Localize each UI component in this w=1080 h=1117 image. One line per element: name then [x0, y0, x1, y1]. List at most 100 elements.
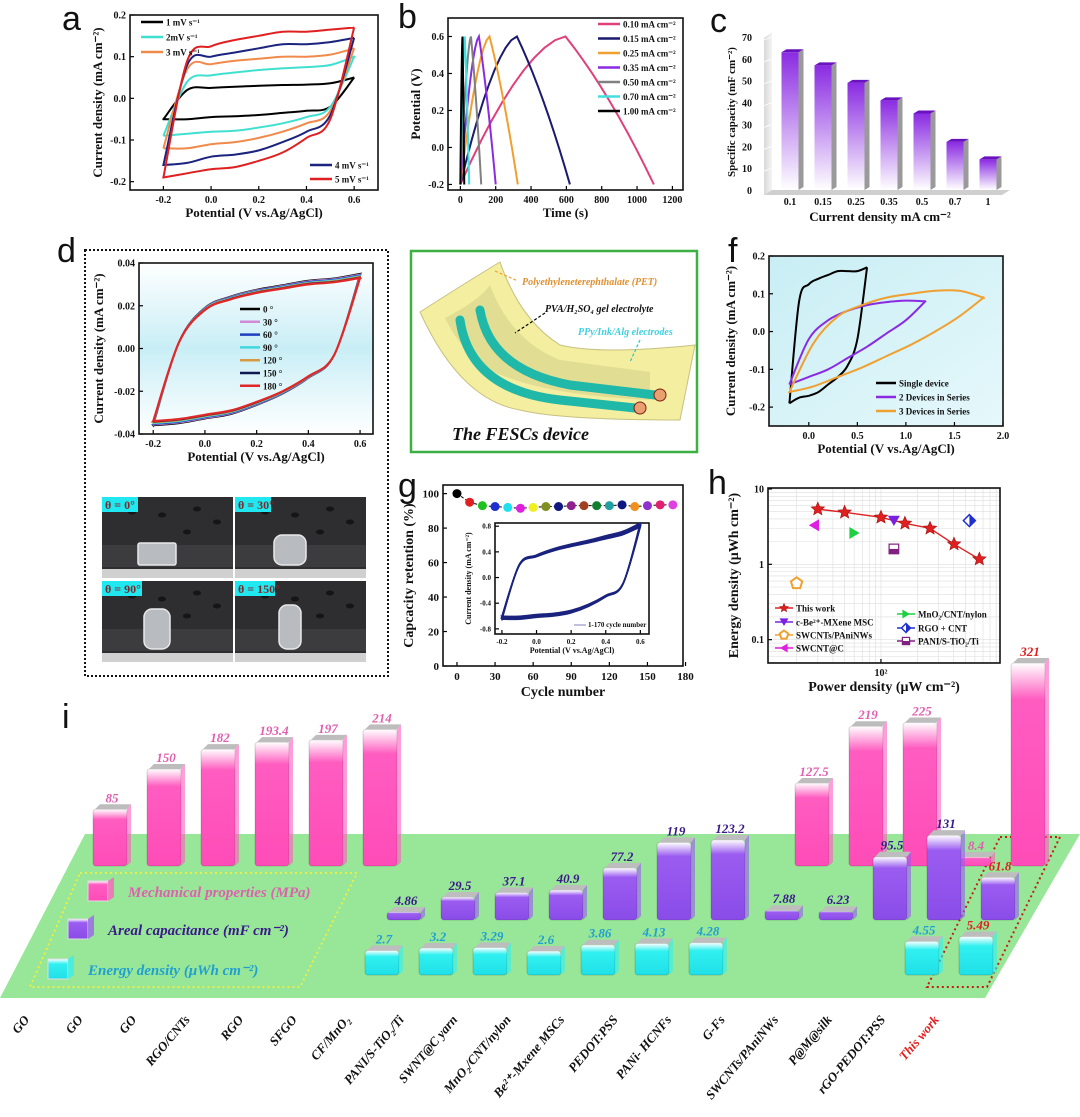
x-axis-label: Potential (V vs.Ag/AgCl) [187, 449, 324, 464]
x-tick-label: 0.15 [814, 197, 832, 208]
bar-top [605, 862, 641, 868]
wire-end [653, 388, 667, 402]
cv-curve-2 [787, 289, 986, 393]
y-tick-label: 0.2 [432, 106, 445, 117]
stage-hole [291, 512, 299, 518]
bar-side [669, 938, 673, 975]
grid-line [763, 58, 773, 63]
bar-side [798, 49, 804, 190]
square-fill [889, 548, 899, 554]
panel-e-device-schematic: Polyethyleneterephthalate (PET) PVA/H₂SO₄… [409, 249, 699, 454]
device-caption: The FESCs device [452, 424, 589, 444]
photo-tile: θ = 30° [235, 497, 366, 578]
bar-top [475, 942, 511, 948]
x-tick-label: 120 [601, 671, 618, 683]
y-tick-label: 1 [759, 560, 764, 571]
bar-top [821, 906, 857, 912]
ruler [102, 569, 233, 578]
x-tick-label: 0.0 [532, 638, 541, 646]
star-marker [873, 509, 889, 524]
angle-label: θ = 150° [238, 582, 280, 596]
x-tick-label: -0.2 [496, 638, 508, 646]
legend-label: Energy density (μWh cm⁻²) [87, 963, 258, 979]
y-axis-label: Energy density (μWh cm⁻²) [727, 492, 742, 658]
y-tick-label: 0.1 [114, 52, 127, 63]
bar-value-label: 127.5 [799, 764, 829, 779]
star-marker [778, 602, 790, 613]
angle-label: θ = 30° [238, 498, 274, 512]
bar-side [961, 830, 965, 920]
pentagon-marker [778, 629, 790, 640]
bar-side [637, 862, 641, 920]
x-tick-label: 0 [454, 671, 460, 683]
bar-top [929, 830, 965, 836]
triangle-left-marker [780, 643, 788, 653]
plot-frame [494, 522, 650, 635]
retention-point [541, 502, 551, 512]
y-tick-label: 60 [428, 557, 440, 569]
category-label: G-Fs [699, 1012, 728, 1043]
bar-top [851, 721, 887, 727]
retention-point [604, 501, 614, 511]
stage-hole [193, 590, 201, 596]
y-tick-label: 10 [742, 164, 752, 175]
bar [814, 65, 832, 190]
x-tick-label: 180 [677, 671, 694, 683]
y-tick-label: 40 [428, 592, 440, 604]
x-tick-label: 0.7 [949, 197, 962, 208]
bar [364, 950, 400, 976]
bar-value-label: 6.23 [827, 892, 850, 907]
bar-value-label: 3.86 [588, 926, 612, 941]
ruler [235, 569, 366, 578]
bar-side [883, 721, 887, 866]
panel-label-c: c [710, 2, 727, 40]
bar [781, 52, 799, 190]
x-tick-label: 1200 [662, 195, 682, 206]
stage-hole [326, 506, 334, 512]
cv-curve-2 [162, 47, 356, 150]
panel-label-d: d [57, 232, 76, 270]
bar-value-label: 3.2 [429, 929, 447, 944]
bar-value-label: 4.55 [912, 922, 936, 937]
legend-label: 60 ° [263, 330, 278, 340]
x-tick-label: 0.0 [803, 431, 816, 442]
star-marker [810, 501, 826, 516]
retention-point [528, 502, 538, 512]
y-tick-label: 80 [428, 523, 440, 535]
retention-point [630, 502, 640, 512]
bar-top [814, 62, 837, 66]
bar [794, 782, 830, 867]
x-tick-label: 10² [874, 668, 887, 679]
plot-frame [768, 255, 1004, 427]
x-tick-label: 0.4 [300, 195, 313, 206]
x-axis-label: Time (s) [543, 205, 589, 220]
x-tick-label: 0.6 [354, 439, 367, 450]
y-axis-label: Current density (mA cm⁻²) [91, 273, 106, 423]
chart-floor [764, 190, 1010, 195]
legend-d: 0 ° 30 ° 60 ° 90 ° 120 ° 150 ° 180 ° [240, 305, 283, 391]
bar-side [937, 717, 941, 866]
legend-label: PANI/S-TiO₂/Ti [918, 637, 979, 647]
bar-top [905, 717, 941, 723]
bar [146, 768, 182, 867]
bar-top [983, 872, 1019, 878]
legend-label: 180 ° [263, 381, 283, 391]
bar [634, 942, 670, 976]
legend-cube [87, 880, 109, 902]
y-axis-label: Capcacity retention (%) [402, 503, 417, 648]
x-tick-label: 0.5 [851, 431, 864, 442]
category-label: RGO/CNTs [141, 1012, 192, 1069]
bar [980, 876, 1016, 921]
bar-side [1015, 872, 1019, 920]
bar-side [723, 937, 727, 975]
green-platform [0, 834, 1080, 998]
stage-hole [193, 506, 201, 512]
x-tick-label: 0.25 [847, 197, 865, 208]
panel-i-comparison-chart: Mechanical properties (MPa) Areal capacit… [0, 644, 1080, 1102]
bar-top [959, 851, 995, 857]
bar-side [829, 777, 833, 866]
legend-label: SWCNT@C [796, 644, 844, 654]
y-tick-label: 0.0 [482, 574, 491, 582]
x-tick-label: 0.6 [636, 638, 645, 646]
